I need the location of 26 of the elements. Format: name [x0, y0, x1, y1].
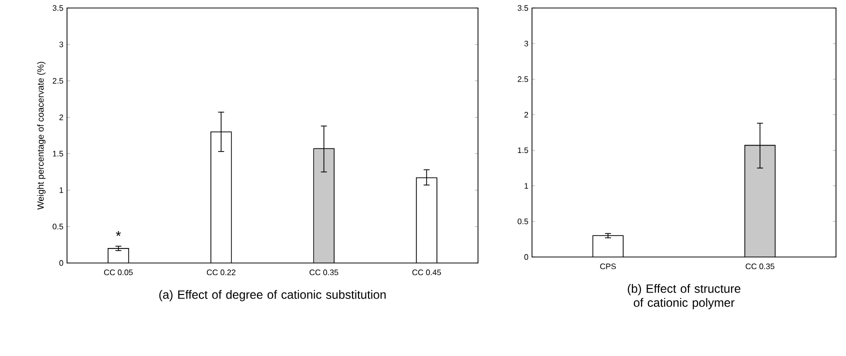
y-tick-label: 0: [524, 254, 528, 260]
y-tick-label: 1: [60, 187, 64, 193]
x-tick-label: CC 0.45: [412, 270, 441, 276]
x-tick-label: CC 0.35: [746, 264, 774, 270]
y-tick-label: 0.5: [52, 224, 64, 230]
y-tick-label: 2: [524, 112, 528, 118]
y-tick-label: 2: [59, 114, 64, 120]
x-tick-label: CC 0.22: [206, 270, 236, 276]
x-tick-label: CC 0.35: [310, 270, 338, 276]
y-tick-label: 2.5: [52, 78, 64, 84]
x-tick-label: CPS: [600, 264, 616, 270]
x-axis-title: (b) Effect of structure of cationic polymer: [628, 284, 740, 310]
y-tick-label: 0.5: [518, 218, 528, 224]
y-tick-label: 1.5: [518, 147, 528, 154]
y-tick-label: 2.5: [518, 76, 528, 82]
y-tick-label: 1.5: [52, 150, 64, 156]
y-tick-label: 0: [59, 260, 64, 266]
y-tick-label: 3.5: [52, 5, 64, 11]
x-tick-label: CC 0.05: [104, 270, 133, 276]
y-axis-title: Weight percentage of coacervate (%): [37, 62, 46, 210]
x-axis-title: (a) Effect of degree of cationic substitution: [159, 290, 386, 302]
annotation: *: [116, 231, 121, 236]
y-tick-label: 3: [524, 40, 528, 46]
y-tick-label: 3: [59, 42, 64, 48]
y-tick-label: 3.5: [518, 5, 528, 11]
y-tick-label: 1: [524, 183, 528, 189]
